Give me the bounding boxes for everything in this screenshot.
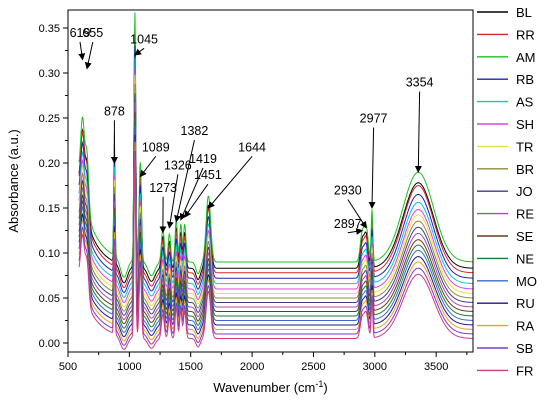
y-tick-label-0: 0.00 (39, 338, 60, 350)
peak-label-2897: 2897 (334, 217, 362, 231)
peak-arrow-1326 (166, 174, 179, 229)
peak-label-619: 619 (70, 26, 91, 40)
legend-label-rr: RR (516, 27, 535, 42)
series-line-sh (78, 68, 473, 304)
legend-label-ne: NE (516, 251, 534, 266)
series-line-tr (78, 74, 473, 308)
peak-label-1644: 1644 (238, 140, 266, 154)
peak-label-3354: 3354 (406, 76, 434, 90)
x-tick-label-1000: 1000 (117, 361, 141, 373)
y-tick-label-7: 0.35 (39, 23, 60, 35)
legend-label-sh: SH (516, 117, 534, 132)
peak-arrow-2897 (347, 227, 364, 235)
legend-label-ru: RU (516, 296, 535, 311)
x-axis-label-superscript: -1 (315, 379, 323, 389)
peak-arrow-619 (78, 41, 86, 61)
peak-arrow-2977 (368, 127, 376, 209)
series-line-ra (78, 141, 473, 342)
y-tick-label-4: 0.20 (39, 158, 60, 170)
y-tick-label-5: 0.25 (39, 113, 60, 125)
series-line-br (78, 84, 473, 312)
x-tick-label-1500: 1500 (178, 361, 202, 373)
x-tick-label-2500: 2500 (301, 361, 325, 373)
legend-label-as: AS (516, 95, 534, 110)
legend-label-rb: RB (516, 72, 534, 87)
peak-label-1326: 1326 (164, 158, 192, 172)
x-tick-label-2000: 2000 (240, 361, 264, 373)
peak-arrow-1382 (174, 139, 195, 223)
peak-label-2977: 2977 (360, 112, 388, 126)
peak-label-878: 878 (104, 104, 125, 118)
legend-label-tr: TR (516, 139, 533, 154)
legend-label-re: RE (516, 207, 534, 222)
x-tick-label-500: 500 (59, 361, 77, 373)
legend-label-mo: MO (516, 274, 537, 289)
x-tick-label-3500: 3500 (424, 361, 448, 373)
peak-label-2930: 2930 (334, 184, 362, 198)
peak-arrow-655 (84, 41, 94, 70)
legend-label-br: BR (516, 162, 534, 177)
peak-label-1419: 1419 (189, 152, 217, 166)
y-tick-label-3: 0.15 (39, 203, 60, 215)
legend-label-sb: SB (516, 341, 533, 356)
series-line-mo (78, 125, 473, 333)
y-tick-label-6: 0.30 (39, 68, 60, 80)
series-line-jo (78, 93, 473, 316)
legend-label-jo: JO (516, 184, 533, 199)
x-axis-label-main: Wavenumber (cm (213, 380, 315, 395)
axes: 500 1000 1500 2000 2500 3000 3500 0.00 0.05 0.10 0… (39, 9, 474, 373)
legend-label-se: SE (516, 229, 534, 244)
y-tick-label-2: 0.10 (39, 248, 60, 260)
peak-label-1382: 1382 (181, 124, 209, 138)
series-line-rr (78, 30, 473, 289)
peak-arrow-1045 (134, 47, 145, 56)
peak-label-655: 655 (82, 26, 103, 40)
legend-label-am: AM (516, 50, 536, 65)
series-line-bl (78, 30, 473, 284)
legend-label-ra: RA (516, 319, 534, 334)
series-line-am (78, 12, 473, 278)
peak-arrow-3354 (414, 91, 422, 173)
peak-arrow-2930 (347, 199, 367, 229)
legend: BL RR AM RB AS SH TR BR JO RE SE NE MO RU RA SB FR (477, 5, 537, 378)
series-line-fr (78, 160, 473, 350)
series-line-ne (78, 118, 473, 329)
peak-arrow-1089 (139, 155, 157, 178)
plot-area (78, 12, 473, 350)
x-axis-label-close: ) (323, 380, 327, 395)
peak-label-1089: 1089 (142, 140, 170, 154)
legend-label-fr: FR (516, 363, 533, 378)
plot-frame (67, 9, 474, 353)
series-line-sb (78, 151, 473, 346)
peak-label-1273: 1273 (149, 181, 177, 195)
x-axis-label: Wavenumber (cm-1) (213, 379, 327, 395)
x-tick-label-3000: 3000 (363, 361, 387, 373)
series-line-se (78, 111, 473, 325)
series-line-ru (78, 134, 473, 338)
peak-label-1451: 1451 (194, 168, 222, 182)
peak-label-1045: 1045 (130, 32, 158, 46)
y-axis-label: Absorbance (a.u.) (6, 129, 21, 232)
y-tick-label-1: 0.05 (39, 293, 60, 305)
series-line-re (78, 102, 473, 321)
peak-arrow-1451 (184, 183, 209, 218)
legend-label-bl: BL (516, 5, 532, 20)
series-line-as (78, 57, 473, 298)
peak-arrow-1644 (207, 155, 253, 209)
series-line-rb (78, 45, 473, 293)
